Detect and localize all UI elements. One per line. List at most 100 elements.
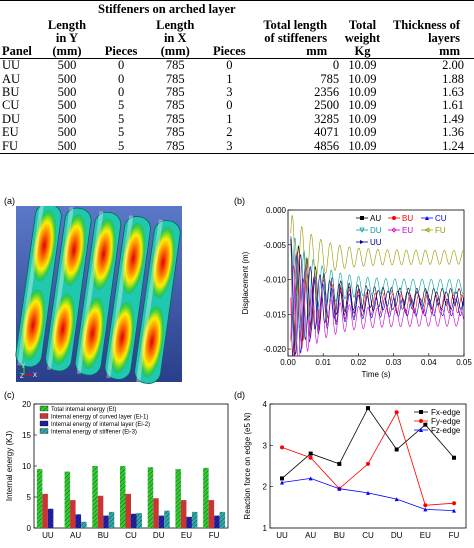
y-tick-label: -0.020: [263, 345, 286, 354]
bar: [103, 515, 109, 528]
plot-frame: [269, 403, 467, 529]
x-tick-label: 0.00: [280, 358, 296, 367]
axis-letter-z: Z: [20, 374, 24, 380]
x-tick-label: EU: [181, 531, 192, 540]
y-axis-label: Internal energy (KJ): [5, 431, 14, 502]
table-body: UU 500 0 785 0 0 10.09 2.00 AU 500 0 785 1 785 10.09 1.…: [0, 59, 474, 154]
table-cell: 2356: [314, 84, 340, 99]
panel-name-cell: AU: [2, 71, 21, 86]
data-point: [423, 507, 428, 512]
panel-c: (c) 0 5 10 15 20 Internal energy (KJ) UU AU BU CU…: [0, 390, 236, 543]
column-header-line: in X: [163, 31, 187, 45]
series-line-EU: [290, 265, 465, 357]
y-tick-label: 2: [263, 483, 268, 492]
table-cell: 0: [117, 84, 125, 99]
bar: [81, 521, 87, 528]
x-tick-label: 0.03: [386, 358, 402, 367]
y-tick-label: -0.005: [263, 241, 286, 250]
legend-label: Total internal energy (Et): [51, 407, 116, 413]
bar: [64, 471, 71, 528]
table-cell: 2.00: [442, 58, 464, 73]
table-cell: 785: [165, 98, 185, 113]
table-cell: 4071: [314, 125, 340, 140]
series-EU: [290, 265, 465, 357]
legend-marker: [359, 227, 365, 233]
table-cell: 0: [226, 58, 233, 73]
bar: [214, 515, 220, 528]
x-tick-label: BU: [334, 531, 345, 540]
table-cell: 10.09: [348, 125, 377, 140]
column-header-line: Pieces: [104, 44, 138, 58]
column-header-6: Total weight Kg: [341, 16, 384, 59]
column-header-line: Kg: [354, 44, 371, 58]
table-cell: 785: [165, 71, 185, 86]
panel-a: (a) Y X Z: [0, 196, 236, 386]
table-cell: 785: [146, 139, 205, 154]
table-row: DU 500 5 785 1 3285 10.09 1.49: [0, 111, 474, 126]
panel-a-label: (a): [4, 196, 15, 206]
table-cell: 0: [332, 58, 340, 73]
legend-marker: [360, 240, 364, 244]
data-point: [452, 501, 456, 506]
column-header-line: Total length: [263, 18, 328, 32]
series-line-FU: [290, 214, 465, 294]
bar: [164, 510, 170, 528]
bar: [97, 495, 104, 528]
data-point: [394, 410, 399, 415]
x-tick-label: FU: [449, 531, 460, 540]
table-cell: 10.09: [348, 84, 377, 99]
x-tick-label: AU: [70, 531, 81, 540]
legend-label: Internal energy of internal layer (Ei-2): [51, 422, 150, 428]
table-row: UU 500 0 785 0 0 10.09 2.00: [0, 59, 474, 73]
data-point: [337, 461, 342, 466]
legend-label: Internal energy of curved layer (Ei-1): [51, 415, 148, 421]
column-header-line: Pieces: [213, 44, 246, 58]
data-point: [366, 461, 370, 466]
data-point: [394, 447, 399, 452]
column-header-line: Length: [47, 18, 87, 32]
table-row: BU 500 0 785 3 2356 10.09 1.63: [0, 84, 474, 99]
panel-name-cell: CU: [2, 98, 20, 113]
data-point: [280, 476, 284, 481]
legend-label: CU: [435, 214, 447, 223]
table-cell: 500: [57, 84, 77, 99]
table-cell: 500: [38, 139, 96, 154]
table-cell: 5: [117, 111, 125, 126]
table-cell: 10.09: [341, 139, 384, 154]
table-cell: 1.24: [383, 139, 474, 154]
panel-name-cell: DU: [2, 111, 21, 126]
x-tick-label: BU: [98, 531, 109, 540]
table-cell: 0: [117, 71, 125, 86]
column-header-0: Panel: [0, 16, 38, 59]
y-tick-label: 5: [27, 493, 32, 502]
table-cell: 785: [165, 58, 185, 73]
table-cell: 785: [165, 125, 185, 140]
table-cell: 5: [117, 98, 125, 113]
bar: [186, 516, 192, 528]
displacement-chart: 0.00 0.01 0.02 0.03 0.04 0.05 0.000 -0.005 -0.01…: [241, 206, 472, 379]
column-header-4: Pieces: [204, 16, 255, 59]
x-tick-label: CU: [362, 531, 374, 540]
table-row: CU 500 5 785 0 2500 10.09 1.61: [0, 99, 474, 112]
table-cell: 3: [204, 139, 255, 154]
y-axis-label: Displacement (m): [241, 251, 250, 314]
table-cell: 785: [165, 111, 185, 126]
bar: [120, 466, 126, 528]
data-point: [366, 406, 370, 411]
table-cell: 3285: [314, 111, 340, 126]
y-tick-label: 0.000: [266, 206, 287, 215]
column-header-5: Total length of stiffeners mm: [254, 16, 342, 59]
series-Fx-edge: [280, 406, 456, 481]
table-cell: 500: [57, 111, 77, 126]
axis-letter-x: X: [33, 373, 37, 379]
x-tick-label: 0.05: [456, 358, 472, 367]
column-header-line: Panel: [2, 44, 32, 58]
table-cell: 10.09: [348, 111, 377, 126]
table-cell: 1.49: [442, 111, 464, 126]
stiffener-table-section: Stiffeners on arched layer Panel Length in…: [0, 0, 474, 170]
bar: [75, 514, 82, 528]
panel-b: (b) 0.00 0.01 0.02 0.03 0.04 0.05 0.000 -0.005 -…: [234, 196, 474, 386]
stiffener-table: Stiffeners on arched layer Panel Length in…: [0, 0, 474, 154]
data-point: [280, 480, 284, 485]
